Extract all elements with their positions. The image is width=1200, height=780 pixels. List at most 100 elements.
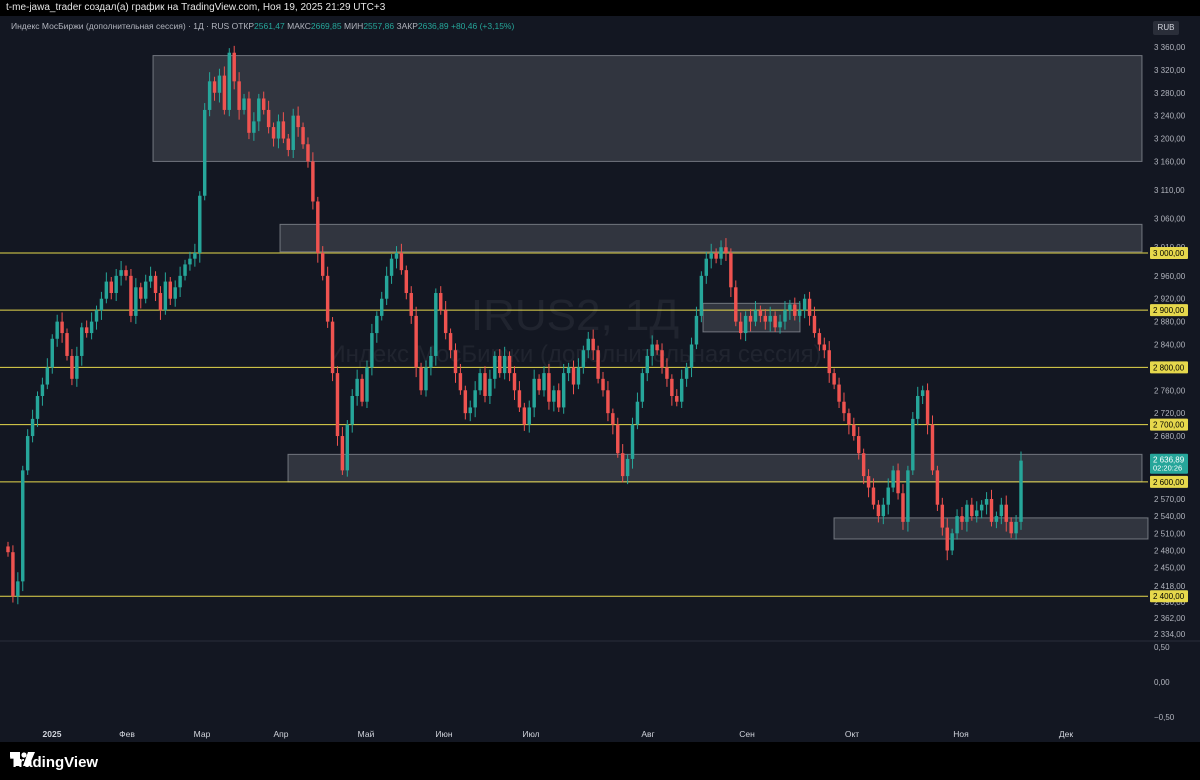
- candle-body-123: [611, 413, 615, 425]
- candle-body-113: [561, 373, 566, 408]
- price-tick-5: 3 160,00: [1154, 157, 1186, 166]
- candle-body-141: [699, 275, 704, 316]
- candle-body-79: [394, 252, 399, 259]
- candle-body-125: [620, 453, 625, 477]
- candle-body-170: [842, 401, 846, 414]
- candle-body-67: [335, 373, 340, 437]
- price-tick-25: 2 390,00: [1154, 598, 1186, 607]
- candle-body-11: [60, 321, 64, 334]
- candle-body-21: [109, 281, 113, 294]
- price-tick-9: 2 960,00: [1154, 272, 1186, 281]
- candle-body-80: [399, 252, 404, 271]
- legend-close: 2636,89: [417, 21, 449, 31]
- candle-body-131: [650, 344, 654, 356]
- level-label-4: 2 600,00: [1153, 478, 1185, 487]
- candle-body-23: [119, 270, 123, 276]
- price-tick-7: 3 060,00: [1154, 215, 1186, 224]
- price-tick-10: 2 920,00: [1154, 295, 1186, 304]
- candle-body-137: [679, 378, 684, 402]
- candle-body-103: [512, 373, 517, 391]
- candle-body-29: [148, 275, 153, 282]
- candle-body-151: [748, 315, 753, 322]
- candle-body-200: [989, 498, 994, 522]
- level-tag-1: [1150, 304, 1188, 317]
- price-tick-4: 3 200,00: [1154, 135, 1186, 144]
- candle-body-73: [365, 367, 369, 402]
- candle-body-152: [753, 310, 758, 322]
- candle-body-169: [837, 384, 841, 402]
- candle-body-91: [453, 350, 458, 374]
- candle-body-85: [424, 367, 428, 391]
- level-tag-3: [1150, 418, 1188, 431]
- candle-body-176: [871, 487, 876, 505]
- candle-body-153: [758, 310, 763, 316]
- level-label-2: 2 800,00: [1153, 363, 1185, 372]
- price-tick-14: 2 760,00: [1154, 386, 1186, 395]
- candle-body-55: [276, 121, 281, 139]
- level-tag-4: [1150, 475, 1188, 488]
- candle-body-156: [773, 315, 777, 328]
- price-tick-26: 2 362,00: [1154, 614, 1186, 623]
- candle-body-107: [532, 378, 536, 408]
- last-price-label: 2 636,89: [1153, 456, 1185, 465]
- candle-body-31: [158, 293, 163, 311]
- candle-body-90: [448, 333, 453, 351]
- price-tick-20: 2 540,00: [1154, 512, 1186, 521]
- candle-body-59: [296, 115, 300, 128]
- candle-body-158: [783, 310, 787, 322]
- candle-body-172: [852, 424, 856, 437]
- candle-body-40: [202, 109, 207, 196]
- candle-body-98: [488, 378, 492, 396]
- price-tick-19: 2 570,00: [1154, 495, 1186, 504]
- candle-body-82: [409, 293, 413, 316]
- candle-body-140: [694, 315, 699, 345]
- candle-body-175: [866, 476, 871, 488]
- candle-body-57: [286, 138, 291, 150]
- candle-body-26: [134, 287, 138, 316]
- candle-body-149: [738, 321, 743, 334]
- candle-body-95: [473, 390, 477, 408]
- candle-body-132: [655, 344, 659, 351]
- candle-body-60: [301, 127, 305, 145]
- price-tick-27: 2 334,00: [1154, 630, 1186, 639]
- time-label-2: Мар: [194, 729, 211, 739]
- candle-body-96: [478, 373, 482, 391]
- candle-body-178: [881, 504, 886, 517]
- candle-body-198: [979, 504, 984, 511]
- currency-button[interactable]: RUB: [1153, 21, 1179, 35]
- candle-body-124: [616, 424, 620, 454]
- candle-body-97: [483, 373, 487, 396]
- candle-body-56: [281, 121, 286, 139]
- candle-body-20: [104, 281, 109, 299]
- tradingview-logo[interactable]: TradingView: [10, 751, 98, 773]
- time-label-10: Ноя: [953, 729, 969, 739]
- candle-body-93: [463, 390, 468, 414]
- time-label-6: Июл: [522, 729, 539, 739]
- candle-body-114: [566, 367, 571, 374]
- candle-body-47: [237, 81, 241, 110]
- price-tick-15: 2 720,00: [1154, 409, 1186, 418]
- candle-body-9: [50, 338, 54, 368]
- level-label-5: 2 400,00: [1153, 592, 1185, 601]
- candle-body-74: [370, 333, 374, 368]
- symbol-legend: Индекс МосБиржи (дополнительная сессия) …: [11, 21, 514, 31]
- candle-body-129: [640, 373, 645, 402]
- candle-body-16: [84, 327, 89, 334]
- legend-change: +80,46 (+3,15%): [450, 21, 515, 31]
- candle-body-185: [916, 395, 920, 419]
- candle-body-94: [468, 407, 472, 414]
- chart-area[interactable]: IRUS2, 1Д Индекс МосБиржи (дополнительная…: [0, 16, 1200, 742]
- candle-body-83: [414, 315, 418, 368]
- watermark-name: Индекс МосБиржи (дополнительная сессия): [328, 341, 821, 368]
- candle-body-206: [1019, 460, 1023, 522]
- candle-body-0: [6, 546, 10, 553]
- candle-body-22: [114, 275, 118, 294]
- candle-body-102: [507, 355, 512, 374]
- candle-body-106: [527, 407, 531, 425]
- candle-body-197: [975, 510, 979, 517]
- time-label-0: 2025: [43, 729, 62, 739]
- candle-body-54: [271, 127, 276, 139]
- candle-body-130: [645, 355, 649, 374]
- candle-body-138: [684, 367, 689, 379]
